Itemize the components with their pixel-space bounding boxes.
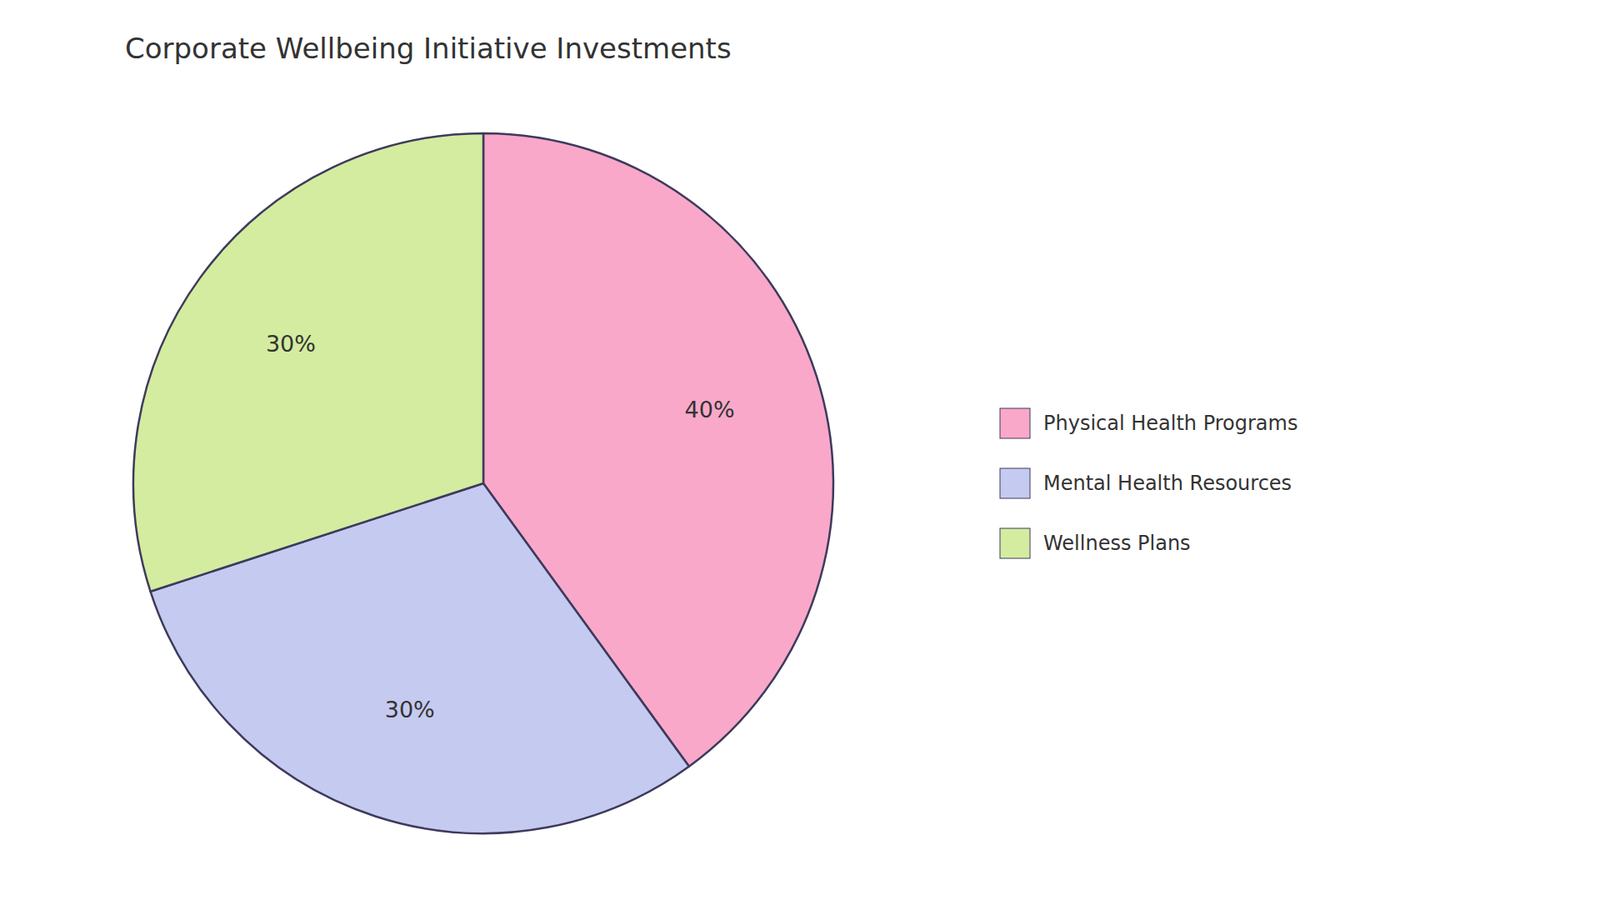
legend-swatch bbox=[1000, 528, 1030, 559]
legend-item: Mental Health Resources bbox=[1000, 468, 1292, 499]
data-label: 30% bbox=[265, 330, 316, 357]
chart-title: Corporate Wellbeing Initiative Investmen… bbox=[125, 31, 732, 65]
legend-item: Physical Health Programs bbox=[1000, 408, 1298, 439]
pie-slice bbox=[133, 133, 484, 592]
legend: Physical Health Programs Mental Health Re… bbox=[1000, 408, 1298, 559]
data-label: 40% bbox=[685, 396, 735, 423]
data-label: 30% bbox=[385, 696, 435, 723]
data-labels: 40% 30% 30% bbox=[265, 330, 735, 723]
legend-swatch bbox=[1000, 468, 1030, 499]
chart-root: Corporate Wellbeing Initiative Investmen… bbox=[0, 0, 1600, 900]
legend-item: Wellness Plans bbox=[1000, 528, 1191, 559]
legend-label: Physical Health Programs bbox=[1043, 411, 1298, 435]
pie bbox=[133, 133, 834, 834]
legend-label: Mental Health Resources bbox=[1043, 471, 1292, 495]
legend-swatch bbox=[1000, 408, 1030, 439]
legend-label: Wellness Plans bbox=[1043, 531, 1191, 555]
